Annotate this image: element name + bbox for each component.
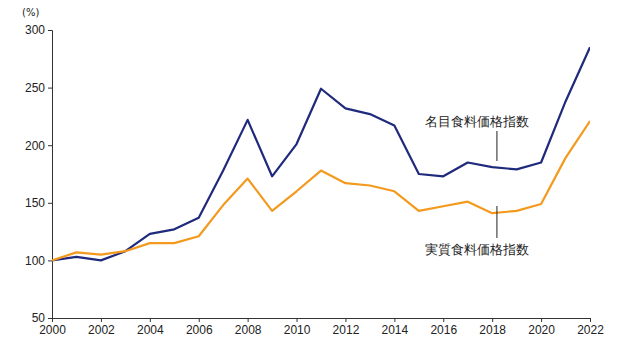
x-tick-mark [52,318,53,322]
x-tick-label: 2000 [39,323,66,337]
y-axis-line [48,31,53,319]
x-tick-label: 2008 [235,323,262,337]
x-tick-label: 2002 [88,323,115,337]
x-tick: 2000 [39,318,66,337]
x-tick: 2012 [333,318,360,337]
x-tick: 2002 [88,318,115,337]
y-tick-mark [48,145,52,146]
y-axis-title: (%) [22,7,39,18]
x-tick-label: 2022 [577,323,604,337]
x-tick: 2016 [430,318,457,337]
x-tick: 2022 [577,318,604,337]
y-axis: 50100150200250300 [25,23,53,325]
y-tick: 250 [25,81,52,95]
x-tick-mark [150,318,151,322]
x-tick: 2006 [186,318,213,337]
x-tick-mark [199,318,200,322]
y-tick: 100 [25,254,52,268]
y-tick-label: 300 [25,23,45,37]
lines [52,47,590,260]
x-tick-mark [297,318,298,322]
x-tick-label: 2020 [528,323,555,337]
x-tick: 2004 [137,318,164,337]
y-tick-label: 150 [25,196,45,210]
y-tick: 300 [25,23,52,37]
series-label: 名目食料価格指数 [425,114,529,129]
x-tick-mark [345,318,346,322]
y-tick-mark [48,88,52,89]
x-axis: 2000 2002 2004 2006 2008 2010 2012 2014 2016 2018… [39,318,604,337]
x-tick-label: 2016 [430,323,457,337]
y-tick-label: 250 [25,81,45,95]
leader-line [496,131,497,161]
series-line [52,47,590,260]
x-tick-label: 2010 [284,323,311,337]
y-tick: 200 [25,139,52,153]
leader-line [496,206,497,238]
series-line [52,121,590,260]
y-tick-label: 200 [25,139,45,153]
x-tick-mark [443,318,444,322]
x-tick-label: 2006 [186,323,213,337]
x-tick-mark [248,318,249,322]
series-label: 実質食料価格指数 [425,242,529,257]
x-tick: 2018 [479,318,506,337]
y-tick-label: 100 [25,254,45,268]
x-tick-label: 2004 [137,323,164,337]
y-tick-mark [48,203,52,204]
x-tick: 2008 [235,318,262,337]
x-tick: 2020 [528,318,555,337]
y-tick-mark [48,30,52,31]
x-tick: 2014 [382,318,409,337]
x-tick: 2010 [284,318,311,337]
legend: 名目食料価格指数実質食料価格指数 [425,114,529,257]
x-tick-mark [590,318,591,322]
x-tick-label: 2012 [333,323,360,337]
x-tick-label: 2018 [479,323,506,337]
x-tick-label: 2014 [382,323,409,337]
x-tick-mark [101,318,102,322]
x-axis-line [53,319,591,323]
y-tick-mark [48,260,52,261]
x-tick-mark [394,318,395,322]
y-tick-mark [48,318,52,319]
chart: 5010015020025030020002002200420062008201… [0,0,629,351]
plot: 5010015020025030020002002200420062008201… [25,23,604,336]
x-tick-mark [492,318,493,322]
y-tick: 150 [25,196,52,210]
x-tick-mark [541,318,542,322]
